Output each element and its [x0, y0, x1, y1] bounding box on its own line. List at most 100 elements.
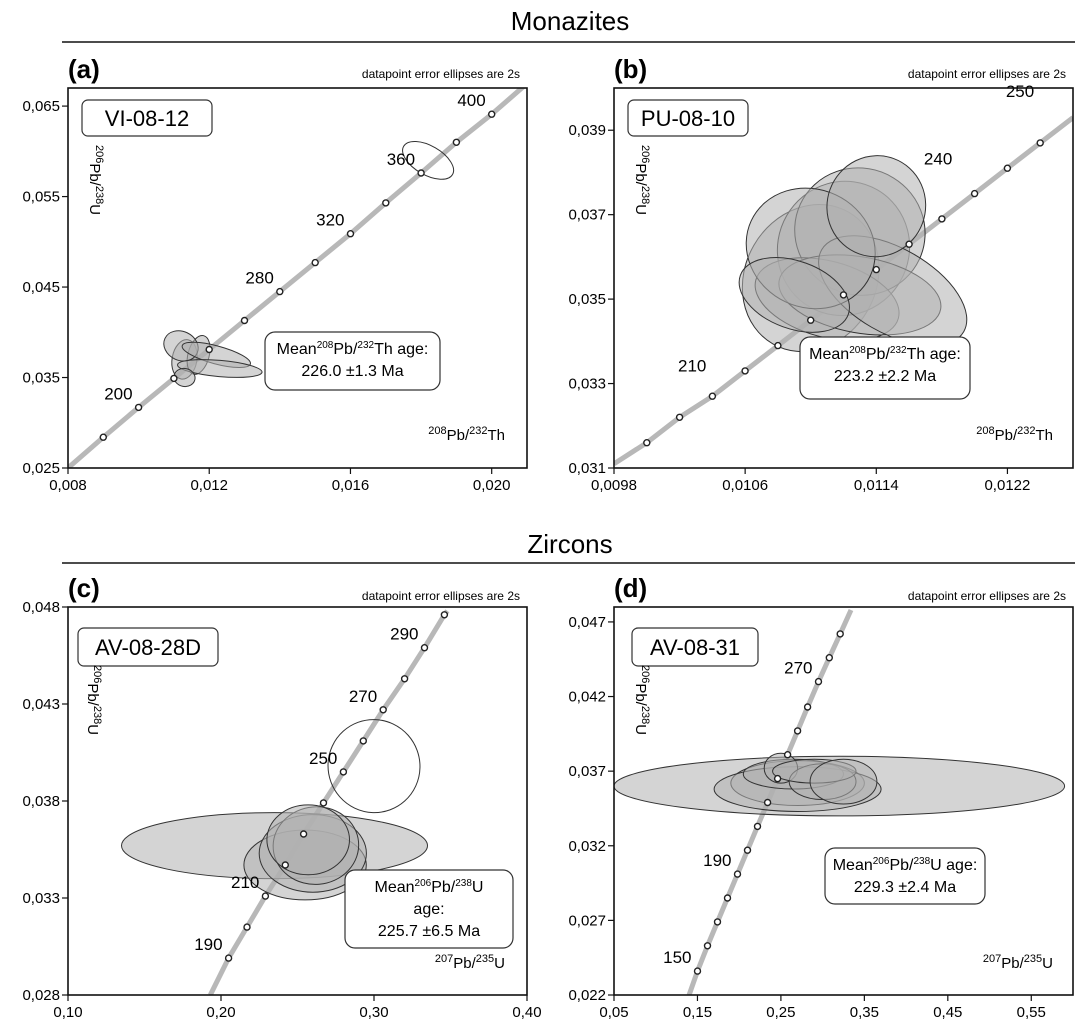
concordia-age-marker: [346, 229, 355, 238]
concordia-age-label: 190: [703, 851, 731, 870]
x-tick-label: 0,05: [599, 1004, 628, 1021]
y-tick-label: 0,025: [22, 460, 60, 477]
panels: (a) datapoint error ellipses are 2s 200 280…: [22, 54, 1074, 1021]
concordia-age-marker: [170, 374, 178, 383]
concordia-age-marker: [359, 737, 367, 745]
concordia-age-marker: [281, 861, 289, 869]
concordia-age-marker: [970, 189, 979, 198]
x-tick-label: 0,020: [473, 477, 511, 494]
concordia-age-marker: [420, 644, 429, 652]
concordia-age-marker: [243, 923, 251, 931]
y-tick-label: 0,027: [568, 912, 606, 929]
concordia-age-marker: [276, 287, 284, 296]
y-tick-label: 0,031: [568, 460, 606, 477]
concordia-age-marker: [814, 677, 823, 686]
plot-frame: [613, 606, 1074, 996]
mean-age-box: [799, 336, 971, 400]
panel-letter: (a): [68, 54, 100, 84]
concordia-age-marker: [379, 706, 387, 714]
y-axis-label: 206Pb/238U: [632, 665, 651, 735]
sample-label: PU-08-10: [641, 106, 735, 131]
concordia-age-marker: [643, 439, 651, 447]
concordia-age-label: 270: [784, 659, 812, 678]
concordia-age-marker: [400, 675, 409, 683]
error-ellipse-note: datapoint error ellipses are 2s: [362, 589, 520, 603]
concordia-age-marker: [311, 258, 319, 267]
panel-letter: (d): [614, 573, 647, 603]
sample-label-box: [81, 99, 213, 137]
panel-b: (b) datapoint error ellipses are 2s 210 240…: [568, 54, 1074, 494]
concordia-age-label: 190: [194, 935, 222, 954]
concordia-age-marker: [224, 954, 233, 962]
concordia-age-marker: [299, 830, 308, 838]
y-tick-label: 0,039: [568, 122, 606, 139]
panel-letter: (c): [68, 573, 100, 603]
concordia-age-label: 280: [245, 269, 273, 288]
y-tick-label: 0,037: [568, 763, 606, 780]
panel-a: (a) datapoint error ellipses are 2s 200 280…: [22, 54, 528, 494]
section-title-zircons: Zircons: [527, 529, 612, 559]
concordia-age-marker: [783, 751, 792, 759]
concordia-age-label: 150: [663, 948, 691, 967]
x-axis-label: 207Pb/235U: [435, 953, 505, 972]
x-tick-label: 0,0114: [854, 477, 899, 494]
x-tick-label: 0,55: [1017, 1004, 1046, 1021]
concordia-age-marker: [382, 199, 390, 207]
concordia-age-marker: [825, 654, 833, 662]
y-tick-label: 0,045: [22, 279, 60, 296]
concordia-age-marker: [807, 316, 815, 324]
plot-area: [614, 608, 1066, 995]
y-tick-label: 0,033: [22, 890, 60, 907]
concordia-age-label: 210: [231, 873, 259, 892]
sample-label: VI-08-12: [105, 106, 189, 131]
x-tick-label: 0,20: [206, 1004, 235, 1021]
error-ellipse-note: datapoint error ellipses are 2s: [908, 67, 1066, 81]
x-tick-label: 0,0098: [591, 477, 637, 494]
concordia-age-marker: [713, 918, 722, 926]
mean-age-value: 223.2 ±2.2 Ma: [834, 368, 936, 385]
y-tick-label: 0,037: [568, 207, 606, 224]
mean-age-box: [344, 869, 514, 949]
y-tick-label: 0,035: [568, 291, 606, 308]
concordia-age-label: 360: [387, 150, 415, 169]
plot-area: [68, 88, 526, 468]
concordia-age-marker: [99, 433, 108, 441]
concordia-age-label: 250: [1006, 82, 1034, 101]
y-tick-label: 0,055: [22, 189, 60, 206]
concordia-age-marker: [703, 942, 712, 950]
panel-letter: (b): [614, 54, 647, 84]
concordia-age-label: 270: [349, 687, 377, 706]
mean-age-title: Mean206Pb/238U age:: [833, 856, 978, 874]
sample-label-box: [631, 627, 759, 667]
y-axis-label: 206Pb/238U: [86, 145, 105, 215]
sample-label-box: [77, 627, 219, 667]
concordia-age-label: 320: [316, 211, 344, 230]
x-tick-label: 0,40: [512, 1004, 541, 1021]
concordia-age-marker: [452, 138, 461, 147]
concordia-age-marker: [803, 703, 812, 711]
concordia-age-marker: [723, 894, 732, 902]
mean-age-box: [824, 847, 986, 905]
x-tick-label: 0,15: [683, 1004, 712, 1021]
y-tick-label: 0,028: [22, 987, 60, 1004]
concordia-age-marker: [763, 798, 772, 807]
x-axis-label: 207Pb/235U: [983, 953, 1053, 972]
concordia-age-marker: [773, 774, 782, 783]
y-tick-label: 0,032: [568, 838, 606, 855]
concordia-age-label: 290: [390, 625, 418, 644]
mean-age-title-line2: age:: [413, 901, 444, 918]
x-tick-label: 0,0106: [722, 477, 768, 494]
mean-age-value: 229.3 ±2.4 Ma: [854, 879, 956, 896]
sample-label-box: [627, 99, 749, 137]
error-ellipse-note: datapoint error ellipses are 2s: [362, 67, 520, 81]
mean-age-title: Mean208Pb/232Th age:: [277, 340, 429, 358]
concordia-age-marker: [733, 870, 742, 878]
concordia-age-marker: [708, 392, 717, 400]
y-tick-label: 0,042: [568, 689, 606, 706]
error-ellipse: [809, 758, 878, 805]
concordia-age-marker: [753, 822, 762, 831]
mean-age-value: 225.7 ±6.5 Ma: [378, 923, 480, 940]
concordia-age-marker: [743, 846, 752, 854]
concordia-age-marker: [905, 240, 913, 248]
y-tick-label: 0,065: [22, 98, 60, 115]
